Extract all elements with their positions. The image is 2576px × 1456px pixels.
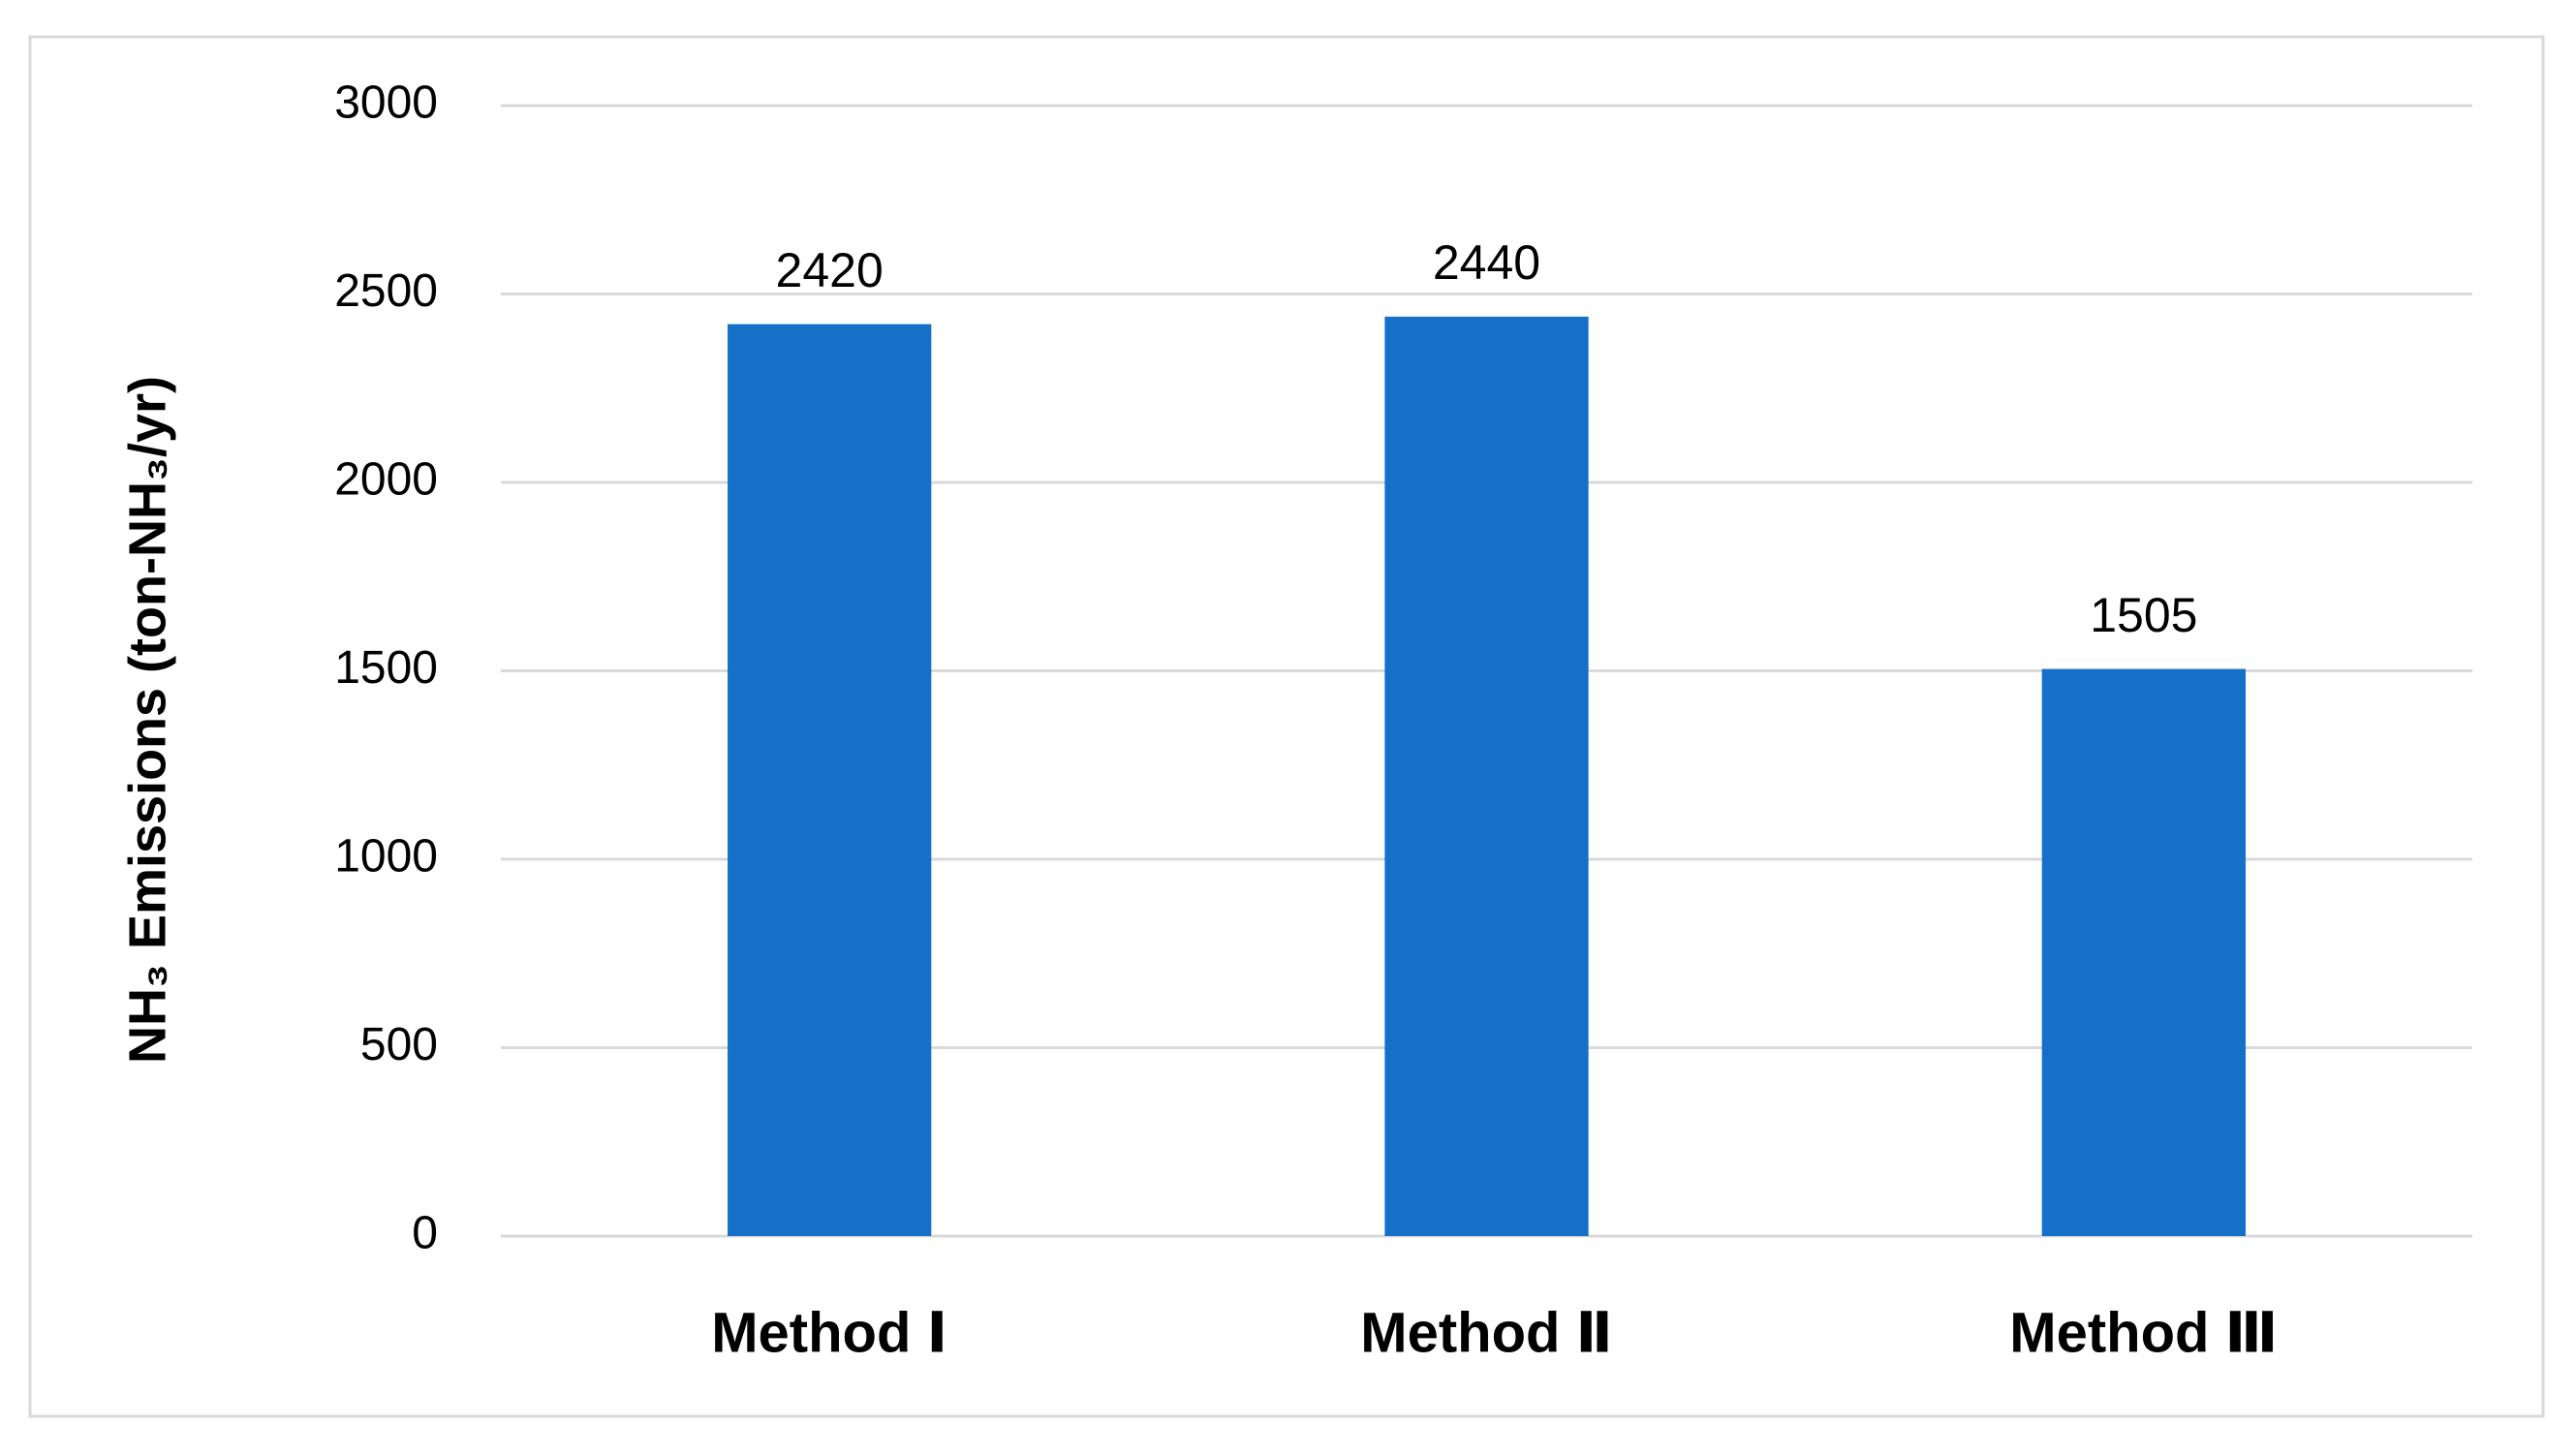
bar — [728, 324, 932, 1236]
y-tick-label: 2000 — [334, 454, 438, 506]
data-label: 2440 — [1433, 235, 1540, 290]
y-tick-label: 1500 — [334, 642, 438, 694]
x-tick-label: Method Ⅲ — [2009, 1301, 2278, 1364]
y-axis-label: NH₃ Emissions (ton-NH₃/yr) — [118, 376, 176, 1064]
bar — [2041, 668, 2246, 1236]
x-tick-label: Method Ⅰ — [711, 1301, 947, 1364]
data-label: 2420 — [776, 243, 884, 297]
data-label: 1505 — [2090, 588, 2197, 642]
bar — [1384, 316, 1589, 1237]
y-tick-label: 2500 — [334, 265, 438, 317]
y-tick-label: 500 — [360, 1019, 438, 1070]
y-tick-label: 3000 — [334, 77, 438, 129]
y-tick-label: 1000 — [334, 831, 438, 883]
x-tick-label: Method Ⅱ — [1360, 1301, 1613, 1364]
y-tick-label: 0 — [412, 1208, 438, 1259]
